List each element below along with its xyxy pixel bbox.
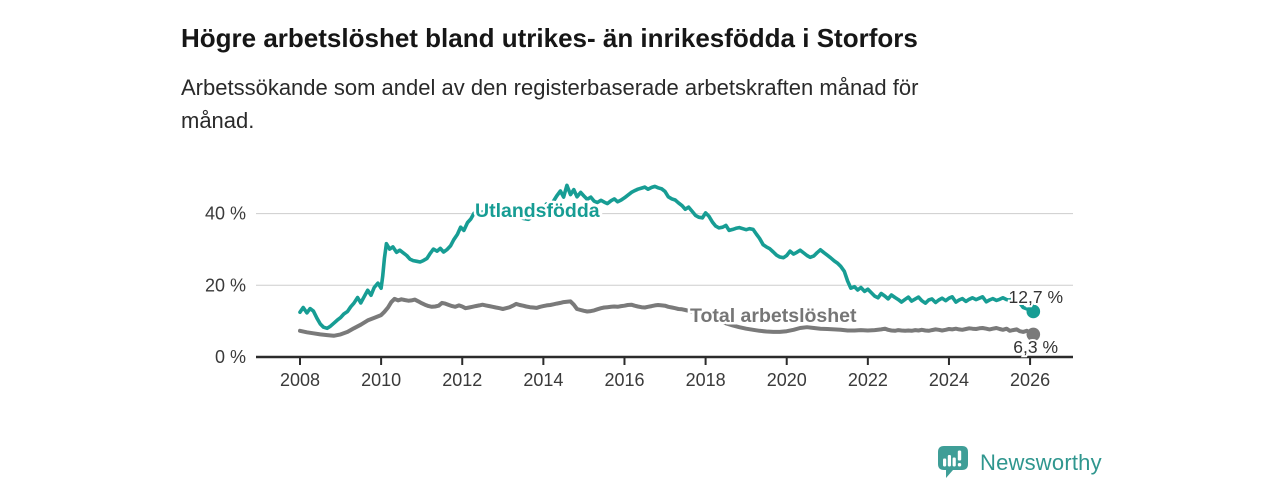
x-tick-label-2024: 2024 (929, 370, 969, 390)
x-tick-label-2008: 2008 (280, 370, 320, 390)
subtitle-line-2: månad. (181, 108, 255, 133)
bar-chart-speech-bubble-icon (938, 446, 968, 478)
chart-subtitle: Arbetssökande som andel av den registerb… (181, 71, 1081, 137)
subtitle-line-1: Arbetssökande som andel av den registerb… (181, 75, 919, 100)
series-label-total: Total arbetslöshet (690, 305, 857, 327)
end-dot-total (1026, 327, 1041, 342)
brand-wordmark: Newsworthy (980, 449, 1102, 475)
x-tick-label-2010: 2010 (361, 370, 401, 390)
newsworthy-logo: Newsworthy (936, 444, 1102, 481)
y-tick-label-0: 0 % (215, 347, 246, 367)
series-line-total (298, 296, 1036, 338)
x-tick-label-2020: 2020 (767, 370, 807, 390)
end-dot-utlandsfodda (1026, 304, 1041, 319)
y-tick-label-40: 40 % (205, 204, 246, 224)
y-tick-label-20: 20 % (205, 275, 246, 295)
x-tick-label-2026: 2026 (1010, 370, 1050, 390)
x-tick-label-2014: 2014 (523, 370, 563, 390)
series-label-utlandsfodda: Utlandsfödda (475, 200, 600, 222)
x-tick-label-2018: 2018 (686, 370, 726, 390)
series-line-utlandsfodda (298, 183, 1036, 331)
x-tick-label-2022: 2022 (848, 370, 888, 390)
x-tick-label-2016: 2016 (604, 370, 644, 390)
x-tick-label-2012: 2012 (442, 370, 482, 390)
end-value-label-utlandsfodda: 12,7 % (1009, 287, 1063, 307)
end-value-label-total: 6,3 % (1013, 337, 1058, 357)
chart-title: Högre arbetslöshet bland utrikes- än inr… (181, 23, 918, 54)
